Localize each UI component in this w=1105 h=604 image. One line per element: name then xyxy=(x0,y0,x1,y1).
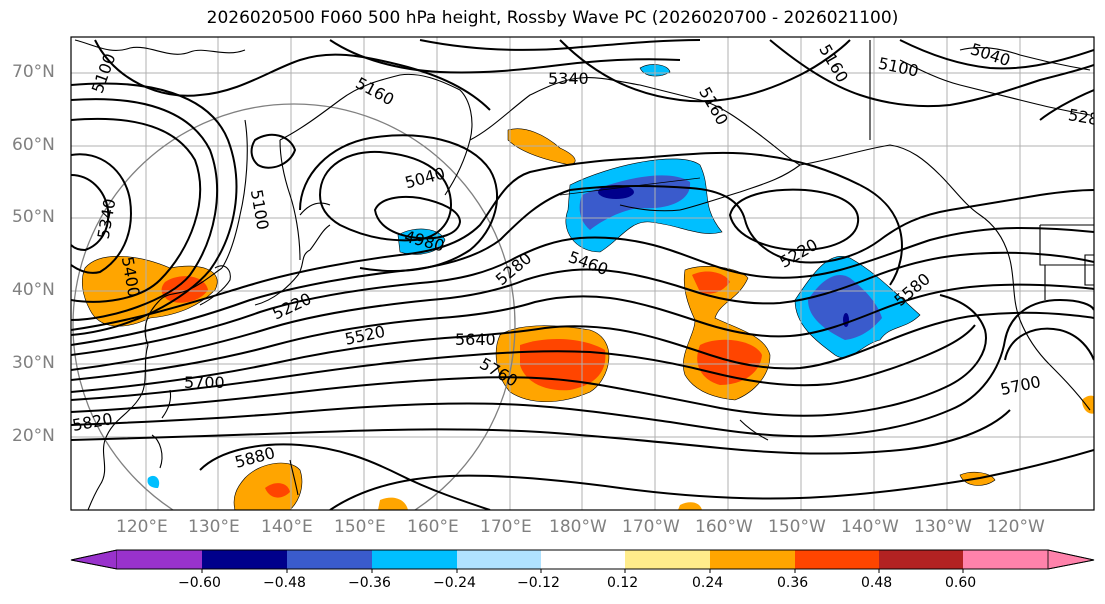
radius-circle xyxy=(72,103,516,510)
colorbar-swatch xyxy=(287,550,372,569)
height-contours xyxy=(71,39,1094,510)
lon-label-120w: 120°W xyxy=(987,517,1045,537)
lon-label-160w: 160°W xyxy=(695,517,753,537)
colorbar-swatch xyxy=(117,550,202,569)
colorbar-swatch xyxy=(795,550,879,569)
contour-label: 5340 xyxy=(548,69,589,88)
lat-label-50n: 50°N xyxy=(12,207,55,227)
colorbar-tick-label: −0.36 xyxy=(348,575,391,591)
colorbar-tick-label: 0.60 xyxy=(945,575,977,591)
lat-label-70n: 70°N xyxy=(12,62,55,82)
lat-label-40n: 40°N xyxy=(12,280,55,300)
lon-label-130w: 130°W xyxy=(914,517,972,537)
lon-label-180w: 180°W xyxy=(549,517,607,537)
colorbar-tick-label: 0.12 xyxy=(607,575,639,591)
contour-label: 5640 xyxy=(455,330,496,349)
lat-label-60n: 60°N xyxy=(12,135,55,155)
colorbar-swatch xyxy=(710,550,795,569)
colorbar-tick-label: 0.24 xyxy=(692,575,724,591)
colorbar-swatch xyxy=(625,550,710,569)
colorbar-tick-label: −0.60 xyxy=(178,575,221,591)
colorbar-tick-label: 0.48 xyxy=(861,575,893,591)
colorbar-extend-high xyxy=(1047,549,1095,570)
map-frame xyxy=(70,36,1095,511)
colorbar-tick-label: 0.36 xyxy=(777,575,809,591)
lon-label-140w: 140°W xyxy=(841,517,899,537)
lon-label-120e: 120°E xyxy=(116,517,168,537)
lon-label-170e: 170°E xyxy=(480,517,532,537)
lon-label-150e: 150°E xyxy=(334,517,386,537)
lon-label-170w: 170°W xyxy=(622,517,680,537)
colorbar-swatch xyxy=(202,550,287,569)
map-title: 2026020500 F060 500 hPa height, Rossby W… xyxy=(206,8,899,28)
colorbar-swatch xyxy=(457,550,541,569)
colorbar-tick-label: −0.24 xyxy=(433,575,476,591)
colorbar-extend-low xyxy=(70,549,118,570)
colorbar-ticks xyxy=(201,569,964,573)
colorbar-swatch xyxy=(963,550,1048,569)
colorbar xyxy=(70,549,1095,573)
lon-label-150w: 150°W xyxy=(768,517,826,537)
colorbar-tick-label: −0.12 xyxy=(517,575,560,591)
colorbar-swatch xyxy=(879,550,963,569)
lat-label-30n: 30°N xyxy=(12,353,55,373)
contour-label: 5700 xyxy=(184,373,225,392)
colorbar-outline xyxy=(70,549,1095,570)
lat-label-20n: 20°N xyxy=(12,426,55,446)
lon-label-130e: 130°E xyxy=(188,517,240,537)
colorbar-swatch xyxy=(372,550,457,569)
lon-label-160e: 160°E xyxy=(407,517,459,537)
colorbar-tick-label: −0.48 xyxy=(263,575,306,591)
colorbar-swatch xyxy=(541,550,625,569)
lon-label-140e: 140°E xyxy=(261,517,313,537)
